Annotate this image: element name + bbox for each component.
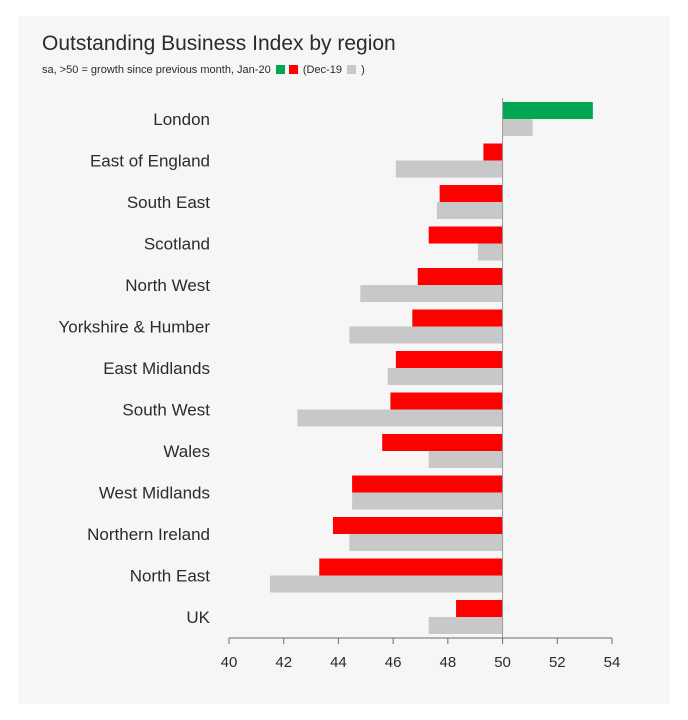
bar-current-london: [502, 102, 593, 119]
category-label-uk: UK: [186, 608, 210, 627]
bar-current-east-of-england: [483, 143, 503, 161]
bar-current-east-midlands: [395, 351, 503, 368]
x-tick-label-44: 44: [330, 654, 347, 671]
category-label-yorkshire-and-humber: Yorkshire & Humber: [59, 318, 211, 337]
bar-current-yorkshire-and-humber: [412, 309, 503, 327]
bar-previous-yorkshire-and-humber: [349, 326, 503, 344]
x-tick-label-46: 46: [385, 654, 402, 671]
bar-current-west-midlands: [352, 475, 503, 493]
bar-previous-london: [502, 119, 533, 136]
bar-previous-west-midlands: [352, 492, 503, 510]
legend-swatch-decline: [288, 65, 298, 74]
chart-subtitle: sa, >50 = growth since previous month, J…: [42, 64, 365, 76]
category-label-south-east: South East: [127, 193, 210, 212]
category-label-west-midlands: West Midlands: [99, 484, 210, 503]
bar-previous-uk: [428, 617, 503, 634]
bar-current-wales: [382, 434, 503, 451]
category-label-scotland: Scotland: [144, 235, 210, 254]
x-tick-label-50: 50: [494, 654, 511, 671]
x-tick-label-54: 54: [604, 654, 621, 671]
bar-current-northern-ireland: [332, 517, 503, 534]
bar-previous-north-west: [360, 285, 503, 302]
category-label-east-midlands: East Midlands: [103, 359, 210, 378]
bar-previous-south-east: [436, 202, 503, 219]
subtitle-suffix: ): [361, 64, 365, 76]
bar-previous-scotland: [477, 243, 503, 261]
category-label-east-of-england: East of England: [90, 152, 210, 171]
category-label-london: London: [153, 110, 210, 129]
category-label-north-east: North East: [130, 567, 211, 586]
x-tick-label-40: 40: [221, 654, 238, 671]
bar-previous-east-of-england: [395, 160, 503, 178]
bar-current-south-west: [390, 392, 503, 410]
x-tick-label-48: 48: [440, 654, 457, 671]
bar-previous-north-east: [270, 575, 503, 593]
legend-swatch-growth: [275, 65, 285, 74]
x-tick-label-52: 52: [549, 654, 566, 671]
bar-previous-northern-ireland: [349, 534, 503, 551]
category-label-northern-ireland: Northern Ireland: [87, 525, 210, 544]
bar-current-north-east: [319, 558, 503, 576]
bar-current-scotland: [428, 226, 503, 244]
subtitle-middle: (Dec-19: [302, 64, 342, 76]
bar-current-south-east: [439, 185, 503, 202]
legend-swatch-previous: [347, 65, 356, 74]
bar-previous-east-midlands: [387, 368, 503, 385]
x-tick-label-42: 42: [275, 654, 292, 671]
subtitle-prefix: sa, >50 = growth since previous month, J…: [42, 64, 271, 76]
bar-previous-south-west: [297, 409, 503, 427]
category-label-south-west: South West: [122, 401, 210, 420]
bar-current-north-west: [417, 268, 503, 285]
bar-current-uk: [456, 600, 503, 617]
category-label-wales: Wales: [163, 442, 210, 461]
category-label-north-west: North West: [125, 276, 210, 295]
chart-title: Outstanding Business Index by region: [42, 32, 396, 55]
bar-previous-wales: [428, 451, 503, 468]
